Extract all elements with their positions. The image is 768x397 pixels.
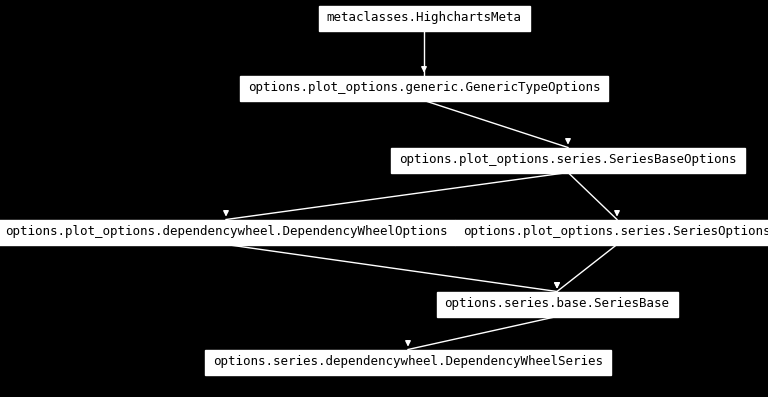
Bar	[240, 75, 608, 100]
Text: options.plot_options.series.SeriesBaseOptions: options.plot_options.series.SeriesBaseOp…	[399, 154, 737, 166]
Text: options.plot_options.generic.GenericTypeOptions: options.plot_options.generic.GenericType…	[248, 81, 601, 94]
Text: options.series.base.SeriesBase: options.series.base.SeriesBase	[445, 297, 670, 310]
Text: metaclasses.HighchartsMeta: metaclasses.HighchartsMeta	[326, 12, 521, 25]
Bar	[455, 220, 768, 245]
Bar	[205, 349, 611, 374]
Text: options.series.dependencywheel.DependencyWheelSeries: options.series.dependencywheel.Dependenc…	[213, 355, 603, 368]
Text: options.plot_options.dependencywheel.DependencyWheelOptions: options.plot_options.dependencywheel.Dep…	[5, 225, 447, 239]
Text: options.plot_options.series.SeriesOptions: options.plot_options.series.SeriesOption…	[463, 225, 768, 239]
Bar	[0, 220, 455, 245]
Bar	[391, 148, 745, 173]
Bar	[319, 6, 529, 31]
Bar	[436, 291, 677, 316]
